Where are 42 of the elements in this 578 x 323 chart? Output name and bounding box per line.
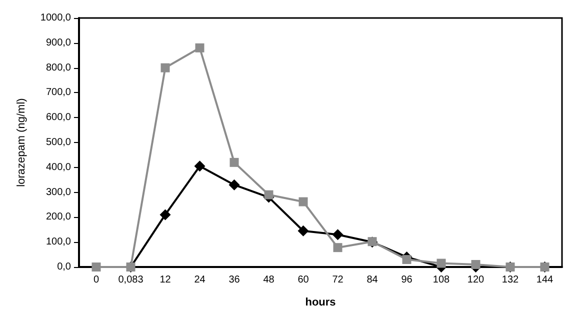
x-tick-label: 12 xyxy=(160,274,172,286)
point xyxy=(298,197,308,206)
x-tick-label: 72 xyxy=(332,274,344,286)
y-tick-label: 800,0 xyxy=(46,62,72,74)
y-axis-title: lorazepam (ng/ml) xyxy=(16,98,28,187)
point xyxy=(228,179,240,190)
point xyxy=(298,225,309,236)
x-tick-label: 48 xyxy=(263,274,275,286)
point xyxy=(230,158,239,167)
x-tick-label: 0,083 xyxy=(118,274,144,286)
x-tick-label: 132 xyxy=(502,274,520,286)
y-tick-label: 400,0 xyxy=(46,162,72,173)
x-tick-label: 0 xyxy=(93,274,100,286)
point xyxy=(195,43,204,52)
x-tick-label: 96 xyxy=(401,274,413,286)
y-tick-label: 200,0 xyxy=(46,212,72,223)
x-tick-label: 36 xyxy=(228,274,240,286)
x-tick-label: 84 xyxy=(366,274,378,286)
y-tick-label: 0,0 xyxy=(57,262,72,272)
point xyxy=(402,255,412,264)
y-tick-label: 600,0 xyxy=(46,112,72,124)
x-tick-label: 144 xyxy=(536,274,554,286)
y-tick-label: 100,0 xyxy=(46,236,72,248)
point xyxy=(92,262,101,272)
x-tick-label: 60 xyxy=(298,274,310,286)
point xyxy=(471,260,480,270)
x-tick-label: 120 xyxy=(467,274,485,286)
x-tick-label: 24 xyxy=(194,274,206,286)
point xyxy=(332,229,344,240)
y-tick-label: 700,0 xyxy=(46,87,72,98)
x-tick-label: 108 xyxy=(432,274,450,286)
point xyxy=(160,63,170,72)
point xyxy=(194,160,206,172)
x-axis-title: hours xyxy=(305,296,336,308)
point xyxy=(436,258,446,268)
point xyxy=(264,190,274,200)
point xyxy=(160,209,171,220)
y-tick-label: 300,0 xyxy=(46,186,72,198)
y-tick-label: 500,0 xyxy=(46,137,72,148)
y-tick-label: 1000,0 xyxy=(40,12,72,24)
y-tick-label: 900,0 xyxy=(46,37,72,48)
point xyxy=(333,243,342,252)
